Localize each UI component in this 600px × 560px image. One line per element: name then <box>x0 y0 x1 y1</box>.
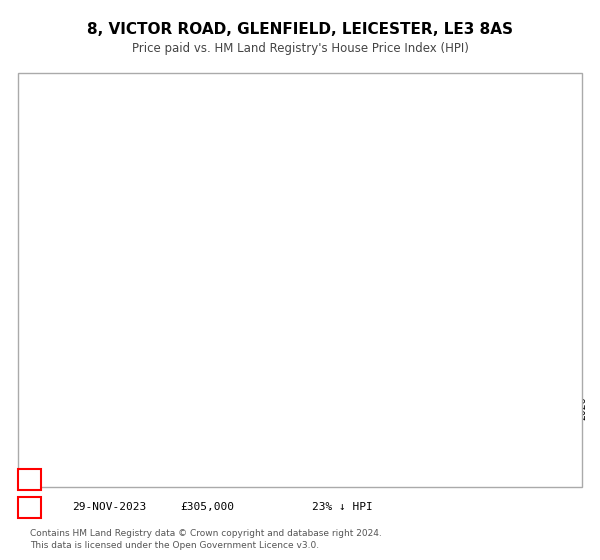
Text: HPI: Average price, detached house, Blaby: HPI: Average price, detached house, Blab… <box>69 440 291 450</box>
Text: 1: 1 <box>327 113 335 127</box>
Text: Contains HM Land Registry data © Crown copyright and database right 2024.: Contains HM Land Registry data © Crown c… <box>30 529 382 538</box>
Text: £160,000: £160,000 <box>180 474 234 484</box>
Text: 8, VICTOR ROAD, GLENFIELD, LEICESTER, LE3 8AS: 8, VICTOR ROAD, GLENFIELD, LEICESTER, LE… <box>87 22 513 38</box>
Text: 29-NOV-2023: 29-NOV-2023 <box>72 502 146 512</box>
Text: —: — <box>42 436 54 455</box>
Text: 8, VICTOR ROAD, GLENFIELD, LEICESTER, LE3 8AS (detached house): 8, VICTOR ROAD, GLENFIELD, LEICESTER, LE… <box>69 418 425 428</box>
Text: 2: 2 <box>542 113 551 127</box>
Text: This data is licensed under the Open Government Licence v3.0.: This data is licensed under the Open Gov… <box>30 542 319 550</box>
Text: 29% ↓ HPI: 29% ↓ HPI <box>312 474 373 484</box>
Text: 07-FEB-2011: 07-FEB-2011 <box>72 474 146 484</box>
Text: Price paid vs. HM Land Registry's House Price Index (HPI): Price paid vs. HM Land Registry's House … <box>131 42 469 55</box>
Text: 23% ↓ HPI: 23% ↓ HPI <box>312 502 373 512</box>
Text: 2: 2 <box>26 502 33 512</box>
Text: £305,000: £305,000 <box>180 502 234 512</box>
Text: —: — <box>42 413 54 432</box>
Text: 1: 1 <box>26 474 33 484</box>
